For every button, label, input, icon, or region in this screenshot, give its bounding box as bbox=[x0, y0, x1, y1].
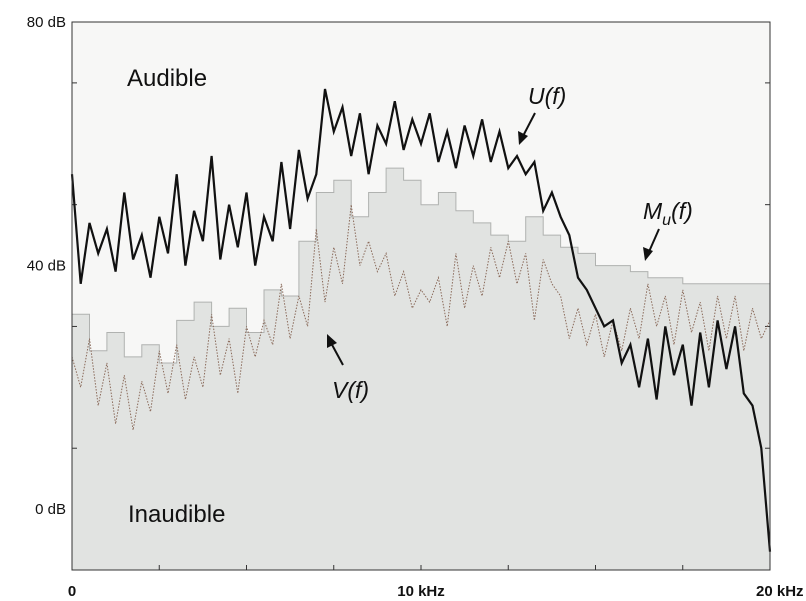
y-tick-label: 80 dB bbox=[27, 14, 66, 31]
x-tick-label: 10 kHz bbox=[397, 583, 445, 600]
v-label-arrow bbox=[327, 334, 344, 366]
plot-frame bbox=[71, 21, 771, 571]
audible-region-label: Audible bbox=[127, 65, 207, 92]
y-axis-tick-labels: 0 dB 40 dB 80 dB bbox=[27, 14, 66, 518]
x-tick-label: 20 kHz bbox=[756, 583, 804, 600]
y-tick-label: 40 dB bbox=[27, 258, 66, 275]
u-spectrum-line bbox=[70, 88, 772, 552]
x-tick-label: 0 bbox=[68, 583, 76, 600]
masking-threshold-line bbox=[72, 167, 770, 364]
u-label-arrow bbox=[518, 112, 536, 145]
mu-curve-label: Mu(f) bbox=[643, 198, 693, 229]
inaudible-region-fill bbox=[72, 168, 770, 570]
x-axis-tick-labels: 0 10 kHz 20 kHz bbox=[68, 583, 804, 600]
v-spectrum-line bbox=[71, 204, 771, 431]
u-curve-label: U(f) bbox=[528, 83, 566, 109]
mu-label-arrow bbox=[643, 228, 660, 261]
v-curve-label: V(f) bbox=[332, 377, 369, 403]
y-tick-label: 0 dB bbox=[35, 501, 66, 518]
inaudible-region-label: Inaudible bbox=[128, 501, 225, 528]
